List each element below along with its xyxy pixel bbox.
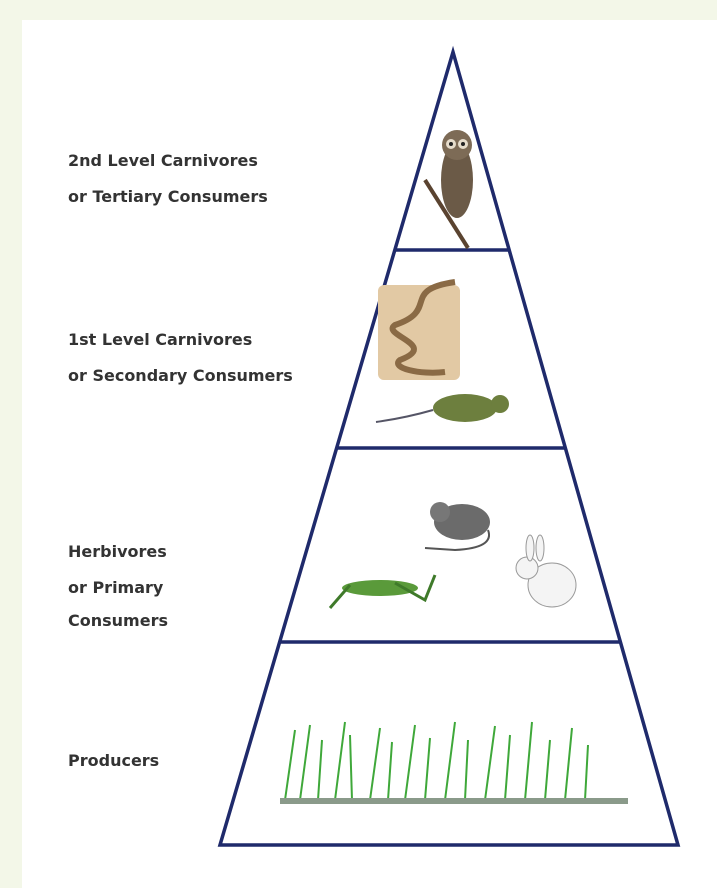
rat-icon	[424, 502, 491, 552]
level-label: 1st Level Carnivores	[68, 330, 252, 349]
level-label: Consumers	[68, 611, 168, 630]
pyramid-outline	[217, 45, 681, 847]
grasshopper-icon	[328, 574, 437, 609]
level-label: Producers	[68, 751, 159, 770]
level-labels: 2nd Level Carnivores or Tertiary Consume…	[68, 151, 293, 770]
grass-icon	[280, 721, 628, 804]
level-label: or Primary	[68, 578, 164, 597]
level-label: Herbivores	[68, 542, 167, 561]
owl-icon	[423, 130, 473, 250]
canvas	[22, 20, 717, 888]
rabbit-icon	[515, 534, 577, 608]
mouse-icon	[375, 394, 509, 423]
snake-icon	[378, 279, 460, 380]
level-label: 2nd Level Carnivores	[68, 151, 258, 170]
level-label: or Tertiary Consumers	[68, 187, 268, 206]
level-label: or Secondary Consumers	[68, 366, 293, 385]
pyramid	[217, 45, 681, 847]
